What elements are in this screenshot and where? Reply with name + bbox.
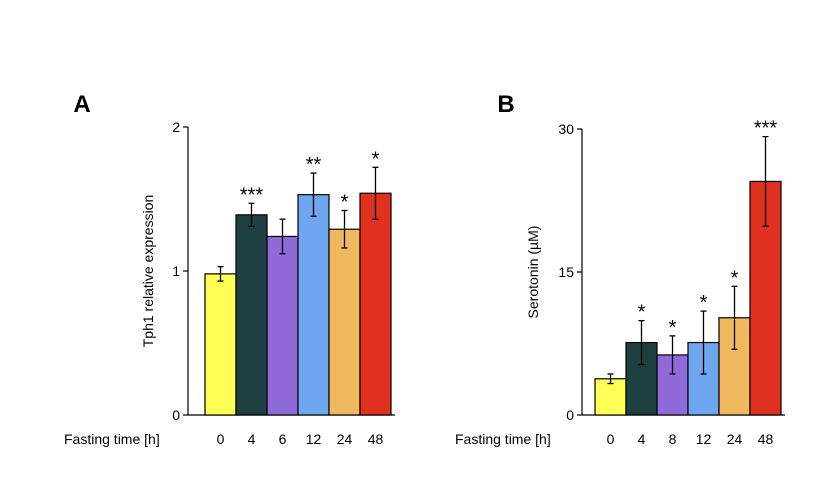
panel-a-y-tick-label: 1 (172, 263, 180, 279)
panel-a-x-axis-label: Fasting time [h] (64, 431, 160, 447)
panel-a-y-tick-label: 0 (172, 407, 180, 423)
panel-a-y-tick-label: 2 (172, 119, 180, 135)
panel-b-category-label: 8 (669, 431, 677, 447)
panel-a-significance: * (341, 192, 349, 214)
panel-b-y-tick-label: 15 (558, 264, 574, 280)
panel-a-category-label: 12 (306, 431, 322, 447)
panel-a-category-label: 4 (248, 431, 256, 447)
panel-a-bar-24 (328, 228, 361, 416)
panel-b-category-label: 4 (638, 431, 646, 447)
panel-a-bar-4 (235, 214, 268, 416)
panel-b-category-label: 0 (607, 431, 615, 447)
panel-b-bar-0 (594, 378, 627, 416)
panel-a-category-label: 6 (279, 431, 287, 447)
panel-b-significance: * (700, 292, 708, 314)
panel-b-y-tick-label: 0 (566, 407, 574, 423)
panel-a-significance: ** (306, 154, 322, 176)
panel-b-category-label: 24 (727, 431, 743, 447)
panel-b-significance: * (669, 317, 677, 339)
panel-a-significance: *** (240, 184, 264, 206)
panel-a-bar-12 (297, 194, 330, 416)
panel-a-letter: A (73, 91, 90, 118)
panel-a-category-label: 0 (217, 431, 225, 447)
panel-a-bar-6 (266, 235, 299, 416)
panel-a-y-axis-label: Tph1 relative expression (140, 195, 156, 348)
panel-a-category-label: 48 (368, 431, 384, 447)
panel-b-significance: * (731, 267, 739, 289)
panel-b-letter: B (497, 91, 514, 118)
panel-a-category-label: 24 (337, 431, 353, 447)
panel-b-significance: *** (754, 118, 778, 140)
panel-b-y-tick-label: 30 (558, 121, 574, 137)
panel-b-category-label: 48 (758, 431, 774, 447)
panel-b-category-label: 12 (696, 431, 712, 447)
panel-a-significance: * (372, 148, 380, 170)
panel-a-bar-48 (359, 192, 392, 416)
panel-b-significance: * (638, 302, 646, 324)
panel-a-bar-0 (204, 273, 237, 416)
panel-b-y-axis-label: Serotonin (µM) (525, 226, 541, 319)
panel-b-x-axis-label: Fasting time [h] (455, 431, 551, 447)
